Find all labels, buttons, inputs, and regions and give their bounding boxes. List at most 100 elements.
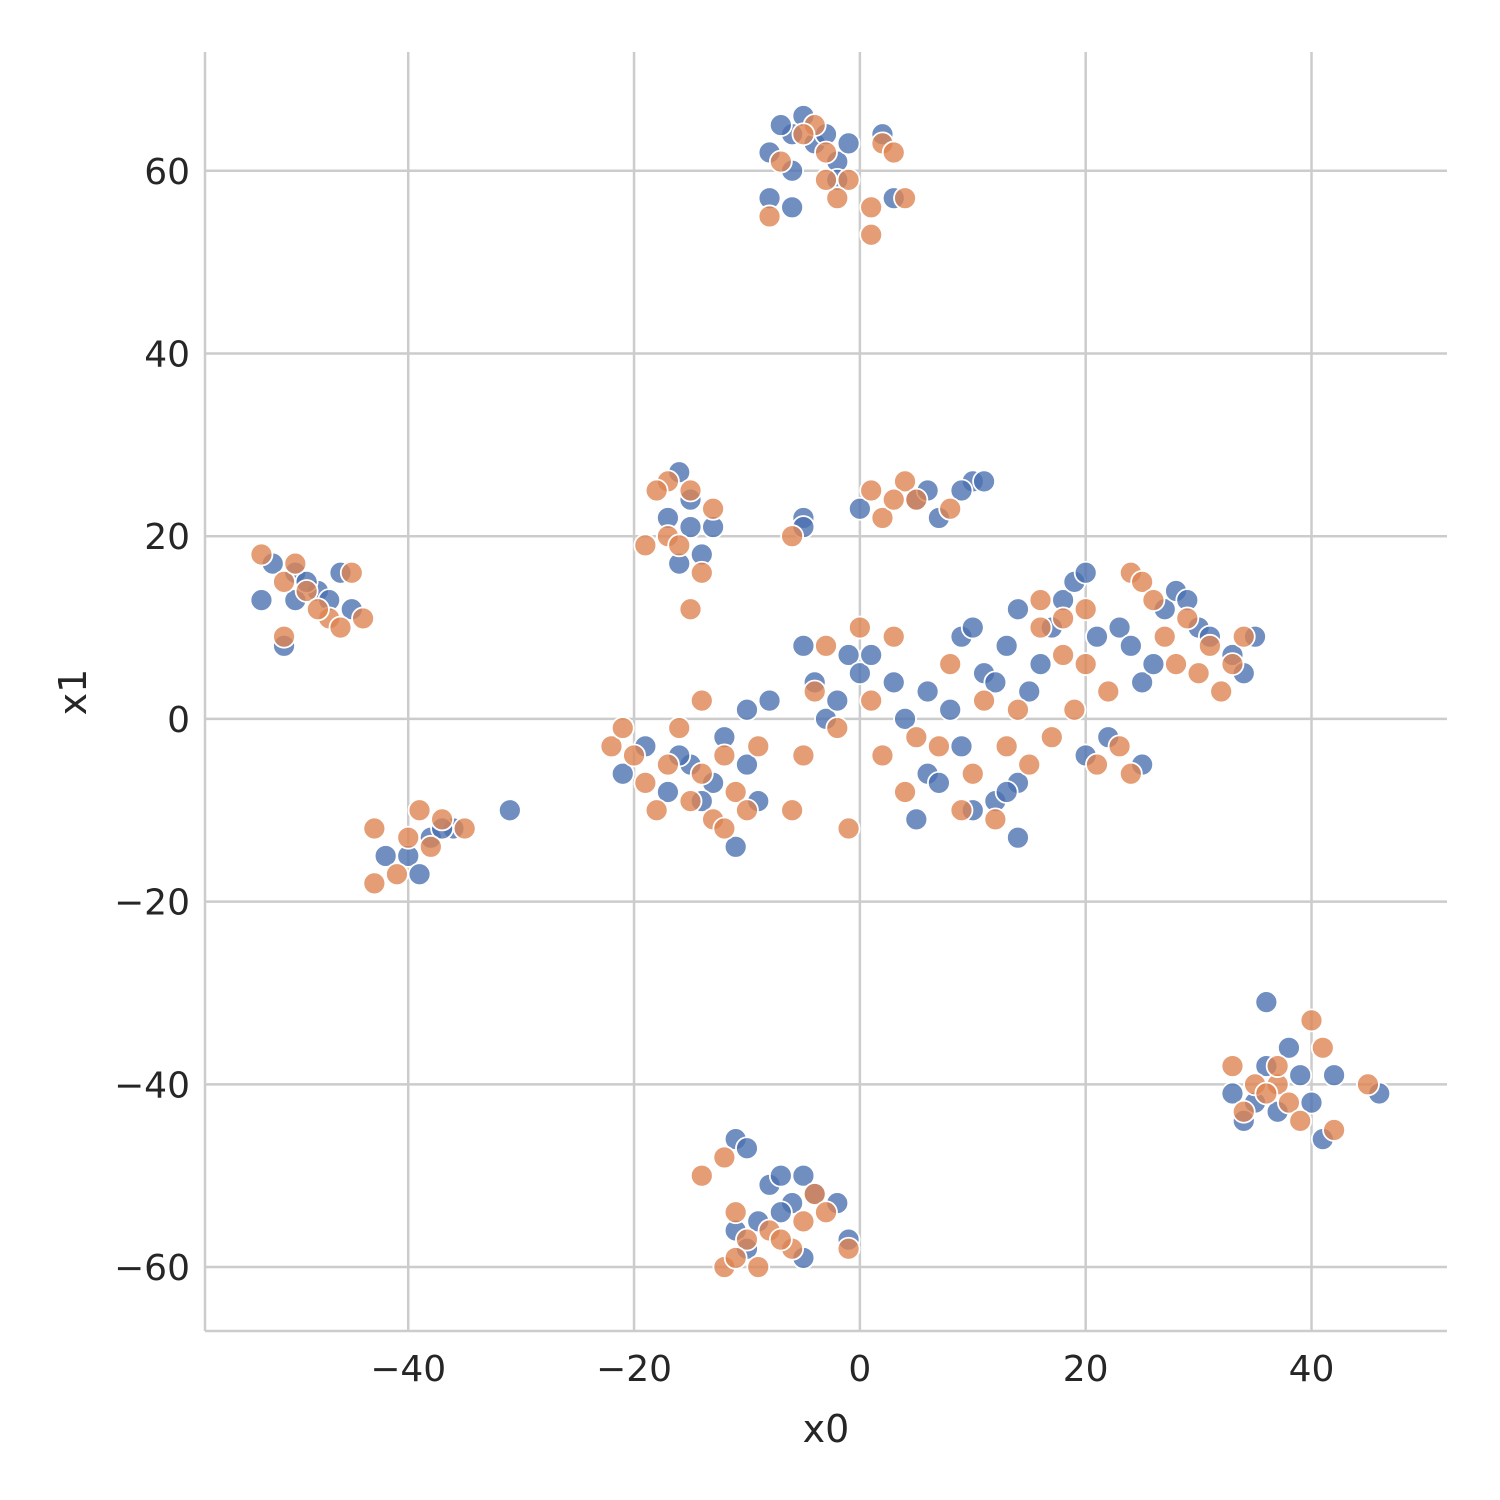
x-tick-label: −40: [370, 1349, 446, 1390]
y-tick-label: 20: [144, 517, 190, 558]
data-point-series-2: [362, 816, 387, 841]
data-point-series-2: [1175, 606, 1200, 631]
data-point-series-2: [825, 186, 850, 211]
data-point-series-1: [1073, 560, 1098, 585]
data-point-series-2: [689, 1163, 714, 1188]
data-point-series-2: [633, 533, 658, 558]
data-point-series-1: [1028, 652, 1053, 676]
data-point-series-2: [328, 615, 353, 640]
data-point-series-2: [893, 780, 917, 804]
data-point-series-1: [1288, 1063, 1313, 1088]
data-point-series-2: [746, 1255, 771, 1279]
data-point-series-1: [768, 113, 793, 137]
data-points: [249, 104, 1392, 1279]
data-point-series-1: [994, 633, 1019, 658]
data-point-series-1: [1141, 652, 1166, 676]
data-point-series-2: [622, 743, 646, 768]
data-point-series-2: [1209, 679, 1234, 704]
x-axis-label: x0: [803, 1407, 850, 1451]
data-point-series-2: [1231, 624, 1256, 649]
data-point-series-2: [644, 798, 669, 823]
data-point-series-2: [735, 798, 759, 823]
data-point-series-2: [1051, 606, 1076, 631]
data-point-series-2: [351, 606, 375, 631]
data-point-series-2: [870, 743, 895, 768]
data-point-series-2: [780, 798, 805, 823]
data-point-series-2: [938, 652, 963, 676]
data-point-series-1: [949, 478, 974, 503]
data-point-series-1: [1017, 679, 1042, 704]
data-point-series-1: [904, 807, 929, 832]
data-point-series-2: [814, 140, 838, 165]
data-point-series-2: [678, 597, 703, 622]
y-axis-label: x1: [51, 669, 95, 716]
data-point-series-2: [791, 1209, 816, 1234]
data-point-series-2: [859, 195, 884, 220]
data-point-series-1: [791, 633, 816, 658]
y-tick-label: 60: [144, 152, 190, 193]
data-point-series-2: [768, 149, 793, 174]
data-point-series-2: [701, 496, 725, 521]
data-point-series-2: [735, 1227, 759, 1252]
data-point-series-2: [893, 469, 917, 494]
data-point-series-2: [1265, 1054, 1290, 1078]
data-point-series-2: [1073, 652, 1098, 676]
data-point-series-2: [249, 542, 274, 567]
data-point-series-2: [836, 816, 861, 841]
data-point-series-1: [768, 1200, 793, 1225]
data-point-series-2: [881, 140, 906, 165]
data-point-series-2: [689, 688, 714, 713]
data-point-series-1: [983, 670, 1008, 695]
data-point-series-2: [1197, 633, 1222, 658]
data-point-series-2: [272, 569, 296, 594]
data-point-series-2: [712, 743, 737, 768]
data-point-series-1: [1118, 633, 1143, 658]
data-point-series-2: [1096, 679, 1121, 704]
data-point-series-1: [825, 688, 850, 713]
data-point-series-2: [1356, 1072, 1380, 1097]
data-point-series-2: [678, 478, 703, 503]
data-point-series-2: [847, 615, 872, 640]
data-point-series-2: [1085, 752, 1109, 777]
data-point-series-1: [1006, 597, 1030, 622]
data-point-series-2: [1141, 588, 1166, 613]
data-point-series-2: [306, 597, 330, 622]
data-point-series-1: [881, 670, 906, 695]
data-point-series-2: [1254, 1081, 1279, 1106]
data-point-series-2: [938, 496, 963, 521]
data-point-series-2: [994, 734, 1019, 759]
x-tick-label: −20: [596, 1349, 672, 1390]
data-point-series-2: [1017, 752, 1042, 777]
data-point-series-2: [859, 688, 884, 713]
data-point-series-2: [870, 506, 895, 530]
data-point-series-2: [294, 579, 319, 603]
data-point-series-1: [847, 496, 872, 521]
data-point-series-2: [1051, 643, 1076, 667]
data-point-series-2: [667, 716, 692, 740]
data-point-series-2: [960, 761, 985, 786]
data-point-series-2: [1164, 652, 1188, 676]
data-point-series-1: [735, 697, 759, 722]
data-point-series-2: [859, 222, 884, 247]
x-tick-label: 0: [848, 1349, 871, 1390]
data-point-series-2: [927, 734, 951, 759]
data-point-series-2: [780, 524, 805, 549]
data-point-series-1: [1322, 1063, 1346, 1088]
data-point-series-2: [723, 780, 748, 804]
data-point-series-2: [723, 1246, 748, 1270]
data-point-series-1: [757, 688, 782, 713]
data-point-series-2: [1118, 761, 1143, 786]
data-point-series-2: [678, 789, 703, 814]
data-point-series-2: [791, 743, 816, 768]
data-point-series-1: [768, 1163, 793, 1188]
data-point-series-2: [430, 807, 455, 832]
data-point-series-2: [904, 487, 929, 512]
data-point-series-1: [836, 131, 861, 156]
data-point-series-1: [972, 469, 996, 494]
data-point-series-2: [814, 167, 838, 192]
data-point-series-2: [667, 533, 692, 558]
data-point-series-2: [814, 633, 838, 658]
data-point-series-2: [1220, 1054, 1245, 1078]
data-point-series-1: [1277, 1035, 1301, 1060]
